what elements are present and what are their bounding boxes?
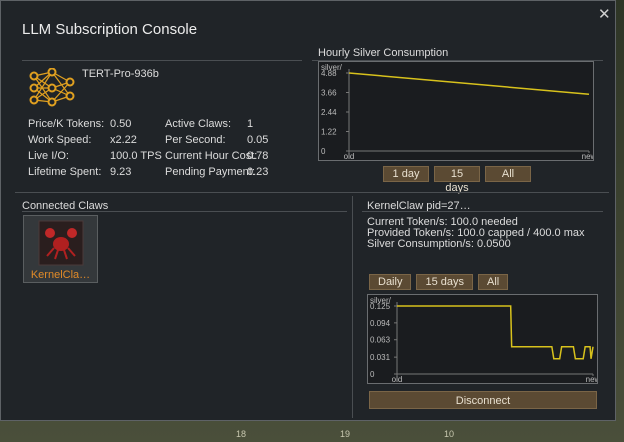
x-tick-label: new	[582, 152, 593, 160]
model-name: TERT-Pro-936b	[82, 68, 159, 80]
range-button[interactable]: Daily	[369, 274, 412, 290]
consumption-chart: silver/0 1.22 2.44 3.66 4.88 old new	[321, 63, 597, 161]
y-tick-label: 0.031	[370, 353, 391, 362]
claw-label: KernelCla…	[30, 269, 91, 281]
detail-line: Current Token/s: 100.0 needed	[367, 216, 518, 228]
y-tick-label: 4.88	[321, 69, 337, 78]
window-title: LLM Subscription Console	[22, 21, 198, 38]
data-line	[348, 72, 590, 96]
y-tick-label: 3.66	[321, 89, 337, 98]
map-label: 19	[340, 429, 351, 439]
y-axis-label: silver/	[370, 296, 392, 305]
x-tick-label: old	[392, 375, 403, 383]
stat-label: Work Speed:	[28, 134, 92, 146]
x-tick-label: old	[344, 152, 355, 160]
stat-label: Per Second:	[165, 134, 226, 146]
detail-line: Silver Consumption/s: 0.0500	[367, 238, 511, 250]
close-button[interactable]: ✕	[598, 6, 611, 23]
stat-value: 0.05	[247, 134, 269, 146]
stat-label: Current Hour Cost:	[165, 150, 258, 162]
separator	[22, 211, 347, 212]
y-tick-label: 0.063	[370, 336, 391, 345]
y-tick-label: 1.22	[321, 128, 337, 137]
separator	[362, 211, 603, 212]
stat-value: 100.0 TPS	[110, 150, 162, 162]
stat-label: Lifetime Spent:	[28, 166, 102, 178]
claw-chart: silver/0 0.031 0.063 0.094 0.125 old new	[370, 296, 601, 384]
x-tick-label: new	[586, 375, 597, 383]
range-button[interactable]: 15 days	[416, 274, 473, 290]
separator	[22, 60, 302, 61]
claw-card[interactable]: KernelCla…	[23, 215, 98, 283]
y-tick-label: 0	[370, 370, 375, 379]
section-title: KernelClaw pid=27…	[367, 200, 471, 212]
stat-label: Live I/O:	[28, 150, 69, 162]
y-tick-label: 0	[321, 147, 326, 156]
stat-value: 9.23	[110, 166, 132, 178]
section-title: Connected Claws	[22, 200, 109, 212]
map-label: 10	[444, 429, 455, 439]
y-tick-label: 0.094	[370, 319, 391, 328]
separator	[312, 60, 603, 61]
separator	[15, 192, 609, 193]
chart-frame: silver/0 1.22 2.44 3.66 4.88 old new	[318, 61, 597, 161]
y-tick-label: 0.125	[370, 302, 391, 311]
stat-value: 1	[247, 118, 254, 130]
stat-value: 0.78	[247, 150, 269, 162]
range-button[interactable]: All	[477, 274, 509, 290]
stat-value: x2.22	[110, 134, 137, 146]
range-button[interactable]: All	[485, 166, 531, 182]
y-tick-label: 2.44	[321, 108, 337, 117]
stat-value: 0.23	[247, 166, 269, 178]
stat-label: Active Claws:	[165, 118, 232, 130]
map-label: 18	[236, 429, 247, 439]
model-icon	[29, 68, 75, 107]
range-button[interactable]: 1 day	[383, 166, 429, 182]
detail-line: Provided Token/s: 100.0 capped / 400.0 m…	[367, 227, 585, 239]
data-line	[397, 305, 594, 360]
chart-title: Hourly Silver Consumption	[318, 47, 449, 59]
stat-value: 0.50	[110, 118, 132, 130]
separator	[352, 196, 353, 418]
stat-label: Pending Payment:	[165, 166, 255, 178]
chart-frame: silver/0 0.031 0.063 0.094 0.125 old new	[367, 294, 601, 384]
y-axis-label: silver/	[321, 63, 343, 72]
stat-label: Price/K Tokens:	[28, 118, 105, 130]
disconnect-button[interactable]: Disconnect	[369, 391, 597, 409]
claw-icon	[38, 220, 84, 266]
range-button[interactable]: 15 days	[434, 166, 480, 194]
